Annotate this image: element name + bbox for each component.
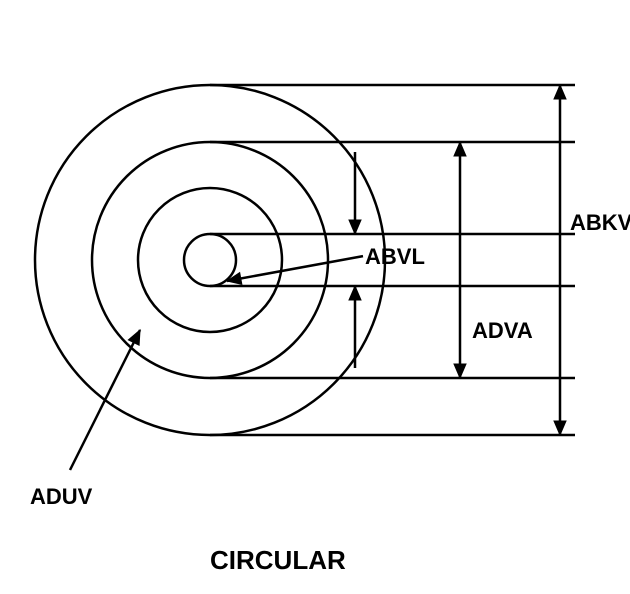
title-circular: CIRCULAR (210, 545, 346, 576)
label-abkv: ABKV (570, 210, 630, 236)
label-abvl: ABVL (365, 244, 425, 270)
label-aduv: ADUV (30, 484, 92, 510)
diagram-stage: CIRCULAR ABKV ADVA ABVL ADUV (0, 0, 630, 594)
diagram-svg (0, 0, 630, 594)
label-adva: ADVA (472, 318, 533, 344)
